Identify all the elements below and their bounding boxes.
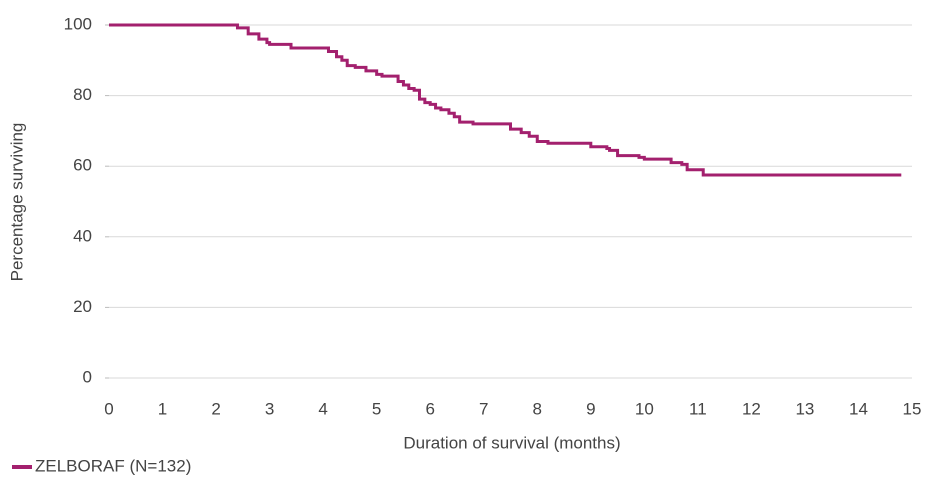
x-tick-label: 6: [425, 399, 434, 418]
y-tick-label: 60: [73, 156, 92, 175]
x-tick-label: 1: [158, 399, 167, 418]
y-tick-label: 100: [64, 14, 92, 33]
y-tick-label: 40: [73, 226, 92, 245]
x-tick-label: 12: [742, 399, 761, 418]
x-tick-label: 3: [265, 399, 274, 418]
x-axis-title: Duration of survival (months): [403, 433, 620, 452]
x-tick-label: 15: [903, 399, 922, 418]
x-tick-label: 2: [211, 399, 220, 418]
x-tick-label: 8: [533, 399, 542, 418]
x-tick-label: 5: [372, 399, 381, 418]
x-tick-label: 7: [479, 399, 488, 418]
x-tick-label: 11: [689, 399, 707, 418]
y-tick-label: 0: [83, 367, 92, 386]
survival-line: [109, 23, 902, 177]
x-tick-label: 4: [318, 399, 327, 418]
legend-label: ZELBORAF (N=132): [35, 456, 191, 475]
x-tick-label: 13: [795, 399, 814, 418]
x-tick-label: 14: [849, 399, 868, 418]
y-tick-label: 80: [73, 85, 92, 104]
x-tick-label: 9: [586, 399, 595, 418]
x-tick-label: 10: [635, 399, 654, 418]
x-tick-label: 0: [104, 399, 113, 418]
y-tick-label: 20: [73, 297, 92, 316]
y-axis-title: Percentage surviving: [7, 123, 26, 282]
